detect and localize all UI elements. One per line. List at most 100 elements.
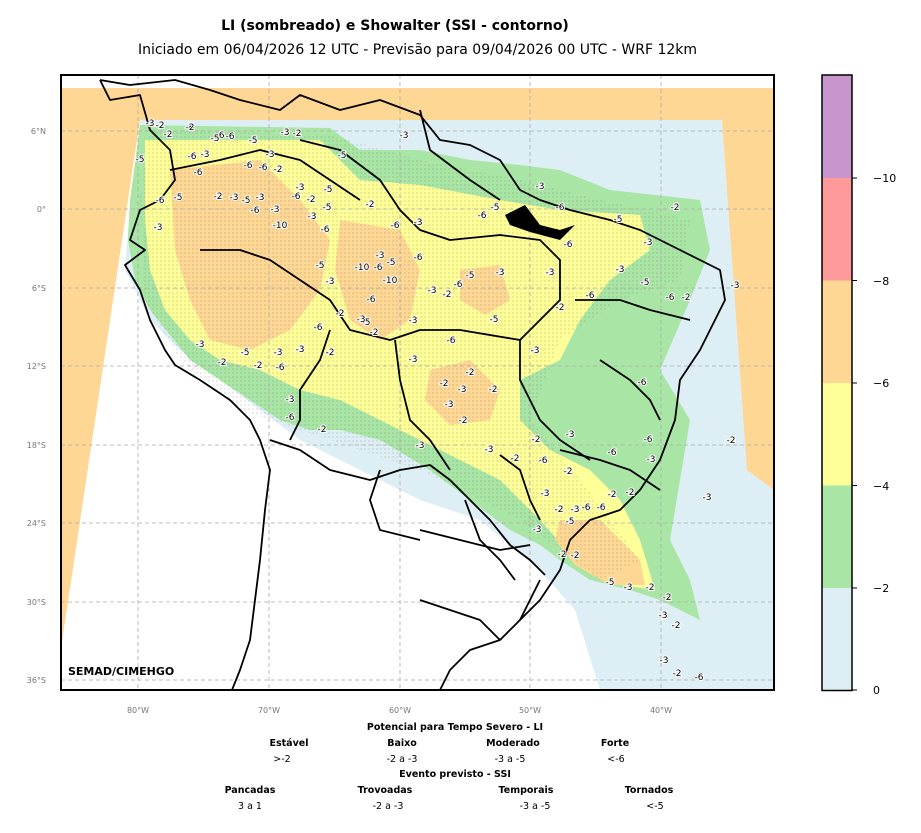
ssi-contour-label: -6 [447, 336, 456, 346]
colorbar-tick-label: −2 [873, 582, 889, 595]
ssi-contour-label: -3 [230, 193, 239, 203]
ssi-contour-label: -2 [254, 361, 263, 371]
ssi-contour-label: -2 [466, 368, 475, 378]
ssi-contour-label: -6 [638, 378, 647, 388]
colorbar-tick-label: 0 [873, 684, 880, 697]
ssi-contour-stipple [140, 130, 690, 580]
lat-label: 30°S [27, 598, 46, 607]
ssi-contour-label: -5 [211, 134, 220, 144]
ssi-contour-label: -5 [641, 278, 650, 288]
ssi-contour-label: -2 [663, 593, 672, 603]
ssi-contour-label: -2 [646, 583, 655, 593]
ssi-contour-label: -3 [485, 445, 494, 455]
ssi-contour-label: -2 [214, 192, 223, 202]
ssi-contour-label: -6 [414, 253, 423, 263]
ssi-contour-label: -2 [671, 203, 680, 213]
lat-label: 0° [37, 205, 46, 214]
ssi-contour-label: -5 [316, 261, 325, 271]
colorbar-band-low [822, 485, 852, 588]
ssi-contour-label: -2 [626, 488, 635, 498]
ssi-contour-label: -5 [136, 155, 145, 165]
ssi-contour-label: -5 [566, 517, 575, 527]
lon-label: 70°W [258, 706, 280, 715]
ssi-contour-label: -2 [608, 490, 617, 500]
ssi-contour-label: -6 [454, 280, 463, 290]
ssi-contour-label: -6 [597, 503, 606, 513]
ssi-contour-label: -6 [292, 192, 301, 202]
ssi-contour-label: -6 [321, 225, 330, 235]
colorbar-tick-label: −8 [873, 275, 889, 288]
ssi-contour-label: -6 [374, 263, 383, 273]
ssi-contour-label: -2 [336, 309, 345, 319]
lon-label: 50°W [519, 706, 541, 715]
ssi-contour-label: -2 [673, 669, 682, 679]
lat-label: 18°S [27, 441, 46, 450]
ssi-contour-label: -5 [491, 203, 500, 213]
ssi-contour-label: -6 [226, 132, 235, 142]
ssi-contour-label: -3 [409, 316, 418, 326]
ssi-contour-label: -6 [194, 168, 203, 178]
lat-label: 36°S [27, 676, 46, 685]
ssi-contour-label: -3 [416, 441, 425, 451]
colorbar-band-very-strong [822, 178, 852, 281]
ssi-contour-label: -2 [164, 130, 173, 140]
ssi-contour-label: -2 [672, 621, 681, 631]
contour-label-layer: -2 -2 -6-6-2 -3 -2 -3-5 -6 -5-3-6 -6 -2-5-6 -3-5-6… [135, 118, 741, 684]
map-gridlines [61, 75, 774, 690]
ssi-contour-label: -6 [259, 163, 268, 173]
lat-label: 12°S [27, 362, 46, 371]
map-subtitle: Iniciado em 06/04/2026 12 UTC - Previsão… [137, 42, 698, 58]
ssi-contour-label: -3 [659, 611, 668, 621]
ssi-contour-label: -3 [296, 345, 305, 355]
ssi-contour-label: -2 [564, 467, 573, 477]
ssi-contour-label: -3 [647, 455, 656, 465]
ssi-contour-label: -6 [251, 206, 260, 216]
ssi-contour-label: -3 [256, 193, 265, 203]
ssi-contour-label: -10 [355, 263, 370, 273]
map-plot-area [61, 75, 774, 690]
ssi-contour-label: -3 [703, 493, 712, 503]
colorbar-band-moderate [822, 383, 852, 486]
ssi-contour-label: -3 [271, 205, 280, 215]
ssi-contour-label: -3 [531, 346, 540, 356]
colorbar-tick-label: −6 [873, 377, 889, 390]
ssi-contour-label: -2 [440, 379, 449, 389]
amazon-delta [505, 205, 575, 240]
ssi-contour-label: -3 [274, 348, 283, 358]
colorbar-ticks [852, 177, 857, 691]
ssi-contour-label: -3 [533, 525, 542, 535]
map-title: LI (sombreado) e Showalter (SSI - contor… [221, 18, 569, 34]
ssi-contour-label: -6 [186, 123, 195, 133]
ssi-contour-label: -5 [242, 196, 251, 206]
ssi-contour-label: -6 [367, 295, 376, 305]
ssi-contour-label: -6 [216, 131, 225, 141]
ssi-contour-label: -3 [624, 583, 633, 593]
ssi-contour-label: -5 [606, 578, 615, 588]
ssi-contour-label: -3 [326, 277, 335, 287]
ssi-contour-label: -2 [727, 436, 736, 446]
ssi-contour-label: -2 [293, 129, 302, 139]
ssi-contour-label: -3 [566, 430, 575, 440]
ssi-contour-label: -2 [318, 425, 327, 435]
ssi-contour-label: -6 [644, 435, 653, 445]
ssi-contour-label: -2 [532, 435, 541, 445]
ssi-contour-label: -5 [174, 193, 183, 203]
ssi-contour-label: -6 [556, 203, 565, 213]
ssi-contour-label: -2 [370, 328, 379, 338]
colorbar-band-strong [822, 280, 852, 383]
ssi-contour-label: -3 [154, 223, 163, 233]
ssi-contour-label: -2 [218, 358, 227, 368]
ssi-contour-label: -5 [362, 318, 371, 328]
colorbar: 0 −2 −4 −6 −8 −10 [821, 74, 896, 697]
ssi-contour-label: -3 [357, 315, 366, 325]
map-frame [60, 74, 775, 691]
ssi-contour-label: -6 [539, 456, 548, 466]
ssi-contour-label: -10 [383, 276, 398, 286]
lat-label: 6°S [32, 284, 46, 293]
ssi-contour-label: -6 [582, 503, 591, 513]
credit-label: SEMAD/CIMEHGO [68, 665, 174, 678]
ssi-contour-label: -6 [695, 673, 704, 683]
ssi-contour-label: -3 [428, 286, 437, 296]
ssi-contour-label: -5 [323, 203, 332, 213]
ssi-contour-label: -6 [608, 448, 617, 458]
